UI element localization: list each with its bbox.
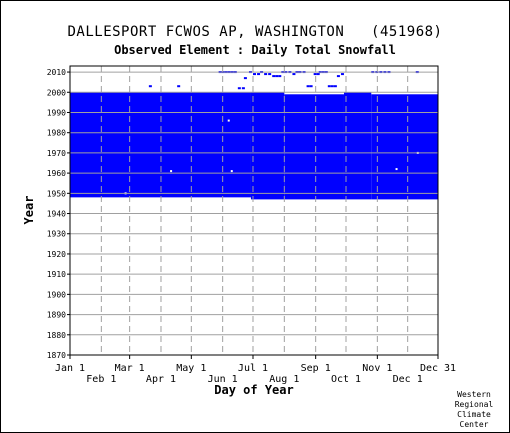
y-tick-label: 1890 bbox=[47, 311, 66, 320]
data-gap bbox=[227, 119, 230, 122]
data-point bbox=[243, 77, 247, 80]
data-point bbox=[275, 75, 279, 78]
y-tick-label: 1920 bbox=[47, 250, 66, 259]
data-point bbox=[340, 73, 344, 76]
y-tick-label: 1900 bbox=[47, 290, 66, 299]
credit-line: Center bbox=[459, 420, 489, 429]
y-tick-label: 1960 bbox=[47, 169, 66, 178]
data-point bbox=[268, 73, 272, 76]
data-point bbox=[306, 85, 310, 88]
chart-title: DALLESPORT FCWOS AP, WASHINGTON (451968) bbox=[67, 24, 443, 40]
data-point bbox=[336, 75, 340, 78]
data-point bbox=[327, 85, 331, 88]
data-block bbox=[343, 92, 372, 200]
x-tick-label: Feb 1 bbox=[86, 374, 116, 385]
credit-line: Western bbox=[457, 390, 491, 399]
x-axis-label: Day of Year bbox=[214, 383, 293, 397]
y-axis-label: Year bbox=[22, 196, 36, 225]
x-tick-label: Mar 1 bbox=[115, 363, 145, 374]
y-tick-label: 1870 bbox=[47, 351, 66, 360]
plot-border bbox=[69, 65, 439, 356]
y-tick-label: 1980 bbox=[47, 129, 66, 138]
data-point bbox=[148, 85, 152, 88]
data-point bbox=[292, 73, 296, 76]
grid-lines bbox=[70, 66, 438, 355]
data-point bbox=[272, 75, 276, 78]
credit-line: Climate bbox=[457, 410, 491, 419]
data-point bbox=[316, 73, 320, 76]
data-block bbox=[371, 94, 438, 200]
y-tick-label: 2010 bbox=[47, 68, 66, 77]
x-tick-label: Oct 1 bbox=[331, 374, 361, 385]
x-tick-label: Jun 1 bbox=[208, 374, 238, 385]
x-tick-label: Jan 1 bbox=[55, 363, 85, 374]
data-block bbox=[284, 94, 344, 200]
x-tick-label: May 1 bbox=[176, 363, 206, 374]
x-tick-label: Jul 1 bbox=[238, 363, 268, 374]
data-block bbox=[250, 92, 285, 200]
x-tick-label: Dec 31 bbox=[420, 363, 456, 374]
data-point bbox=[253, 73, 256, 76]
data-gap bbox=[395, 168, 398, 171]
y-tick-label: 1910 bbox=[47, 270, 66, 279]
data-point bbox=[264, 73, 268, 76]
data-point bbox=[309, 85, 313, 88]
x-tick-label: Nov 1 bbox=[362, 363, 392, 374]
data-gap bbox=[230, 170, 233, 173]
credit-line: Regional bbox=[454, 400, 494, 409]
data-point bbox=[313, 73, 317, 76]
y-tick-label: 1930 bbox=[47, 230, 66, 239]
data-point bbox=[237, 87, 241, 90]
data-gap bbox=[170, 170, 173, 173]
y-axis-ticks: 1870 1880 1890 1900 1910 1920 1930 1940 1950 1960… bbox=[47, 68, 70, 360]
data-point bbox=[177, 85, 181, 88]
data-point bbox=[278, 75, 282, 78]
data-blocks bbox=[70, 92, 438, 200]
y-tick-label: 1950 bbox=[47, 189, 66, 198]
y-tick-label: 2000 bbox=[47, 88, 66, 97]
data-point bbox=[241, 87, 245, 90]
data-point bbox=[333, 85, 337, 88]
y-tick-label: 1990 bbox=[47, 108, 66, 117]
chart-subtitle: Observed Element : Daily Total Snowfall bbox=[114, 43, 396, 57]
wrcc-credit: Western Regional Climate Center bbox=[446, 390, 502, 430]
x-tick-label: Apr 1 bbox=[146, 374, 176, 385]
x-axis-ticks: Jan 1 Mar 1 May 1 Jul 1 Sep 1 Nov 1 Dec 31 Feb … bbox=[55, 355, 456, 385]
y-tick-label: 1940 bbox=[47, 210, 66, 219]
y-tick-label: 1880 bbox=[47, 331, 66, 340]
data-block bbox=[70, 92, 251, 198]
y-tick-label: 1970 bbox=[47, 149, 66, 158]
x-tick-label: Aug 1 bbox=[269, 374, 299, 385]
x-tick-label: Dec 1 bbox=[393, 374, 423, 385]
x-tick-label: Sep 1 bbox=[301, 363, 331, 374]
data-point bbox=[257, 73, 261, 76]
data-point bbox=[330, 85, 334, 88]
